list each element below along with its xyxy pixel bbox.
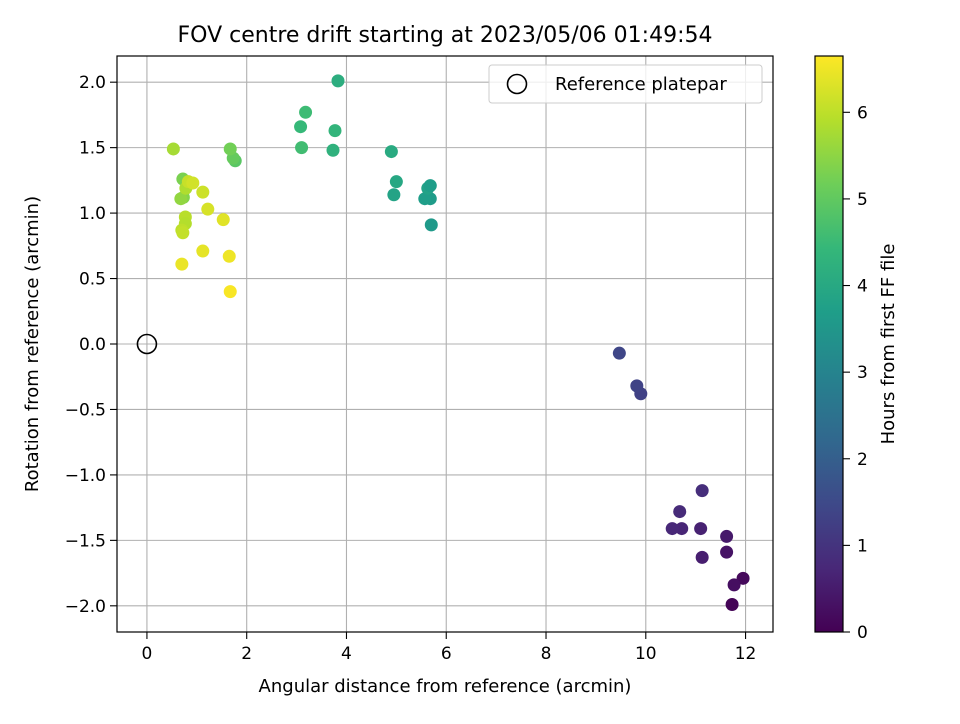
- colorbar-tick-label: 4: [857, 277, 868, 297]
- data-point: [665, 522, 679, 536]
- data-point: [695, 550, 709, 564]
- y-tick-label: −1.0: [65, 466, 106, 486]
- x-axis-ticks: 0 2 4 6 8 10 12: [142, 632, 757, 664]
- colorbar-tick-label: 0: [857, 623, 868, 643]
- y-tick-label: 2.0: [79, 73, 106, 93]
- data-point: [328, 124, 342, 138]
- data-point: [196, 244, 210, 258]
- colorbar-tick-label: 6: [857, 103, 868, 123]
- x-tick-label: 6: [441, 644, 452, 664]
- x-tick-label: 4: [341, 644, 352, 664]
- y-tick-label: 1.5: [79, 139, 106, 159]
- data-point: [331, 74, 345, 88]
- data-point: [725, 598, 739, 612]
- x-tick-label: 12: [735, 644, 757, 664]
- y-axis-label: Rotation from reference (arcmin): [22, 196, 43, 492]
- y-axis-ticks: 2.0 1.5 1.0 0.5 0.0 −0.5 −1.0 −1.5 −2.0: [65, 73, 117, 617]
- x-tick-label: 2: [241, 644, 252, 664]
- data-point: [174, 192, 188, 206]
- data-point: [216, 213, 230, 227]
- data-point: [299, 105, 313, 119]
- data-point: [720, 545, 734, 559]
- data-point: [326, 143, 340, 157]
- legend-entry-label: Reference platepar: [555, 74, 727, 95]
- data-point: [201, 202, 215, 216]
- data-point: [727, 578, 741, 592]
- y-tick-label: −0.5: [65, 400, 106, 420]
- colorbar-tick-label: 5: [857, 190, 868, 210]
- colorbar-tick-label: 2: [857, 450, 868, 470]
- x-tick-label: 0: [142, 644, 153, 664]
- y-tick-label: −1.5: [65, 531, 106, 551]
- data-point: [673, 505, 687, 519]
- chart-title: FOV centre drift starting at 2023/05/06 …: [178, 23, 713, 48]
- data-point: [295, 141, 309, 155]
- y-tick-label: −2.0: [65, 597, 106, 617]
- x-tick-label: 10: [635, 644, 657, 664]
- legend: Reference platepar: [488, 64, 763, 104]
- data-point: [720, 529, 734, 543]
- legend-box: [488, 64, 763, 104]
- data-point: [695, 484, 709, 498]
- colorbar-tick-label: 3: [857, 363, 868, 383]
- data-point: [736, 571, 750, 585]
- data-point: [630, 379, 644, 393]
- x-axis-label: Angular distance from reference (arcmin): [259, 676, 632, 697]
- data-point: [223, 285, 237, 299]
- reference-platepar-marker: [136, 333, 158, 355]
- data-point: [196, 185, 210, 199]
- data-point: [423, 179, 437, 193]
- data-point: [175, 257, 189, 271]
- data-point: [294, 120, 308, 134]
- data-point: [384, 145, 398, 159]
- data-point: [675, 522, 689, 536]
- data-point: [418, 192, 432, 206]
- gridlines: [117, 56, 773, 632]
- colorbar-tick-label: 1: [857, 536, 868, 556]
- colorbar-label: Hours from first FF file: [878, 244, 899, 445]
- legend-marker-icon: [506, 73, 528, 95]
- data-point: [612, 346, 626, 360]
- data-point: [389, 175, 403, 189]
- colorbar-frame: [814, 55, 844, 633]
- data-point: [694, 522, 708, 536]
- y-tick-label: 1.0: [79, 204, 106, 224]
- data-point: [166, 142, 180, 156]
- colorbar: 0 1 2 3 4 5 6 Hours from first FF file: [814, 55, 899, 643]
- data-point: [424, 218, 438, 232]
- y-tick-label: 0.0: [79, 335, 106, 355]
- data-points: [166, 74, 750, 612]
- y-tick-label: 0.5: [79, 270, 106, 290]
- x-tick-label: 8: [541, 644, 552, 664]
- data-point: [387, 188, 401, 202]
- colorbar-gradient: [815, 56, 843, 632]
- data-point: [223, 142, 237, 156]
- data-point: [186, 176, 200, 190]
- colorbar-ticks: 0 1 2 3 4 5 6: [843, 103, 868, 643]
- data-point: [176, 226, 190, 240]
- data-point: [222, 249, 236, 263]
